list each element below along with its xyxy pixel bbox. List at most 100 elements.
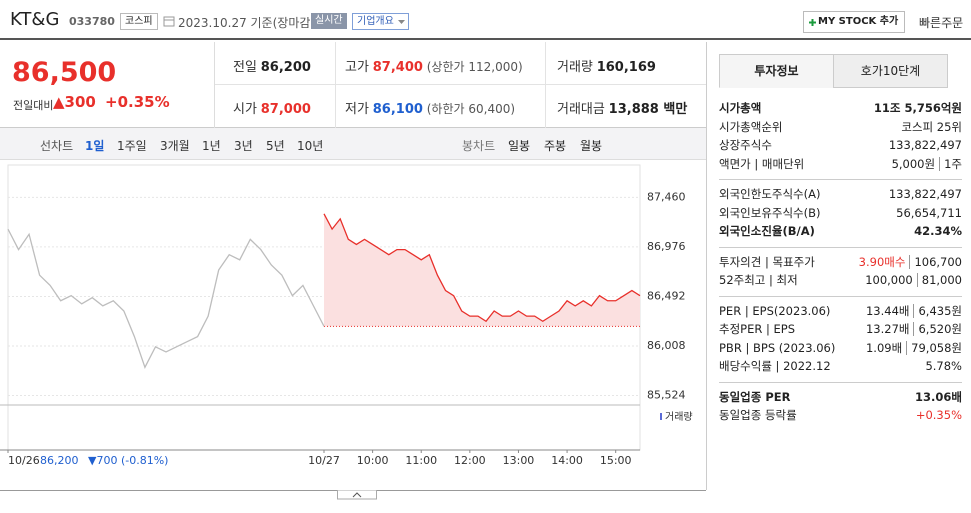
value: 87,000 — [260, 102, 311, 117]
footer-change: ▼700 (-0.81%) — [88, 454, 168, 467]
price-box: 86,500 전일대비 ▲300 +0.35% — [0, 42, 215, 128]
info-row: 상장주식수 133,822,497 — [719, 136, 962, 155]
info-value: 6,435원 — [913, 303, 962, 318]
quote-item: 전일 86,200 — [233, 56, 311, 75]
info-row: 투자의견 | 목표주가 3.90매수 106,700 — [719, 253, 962, 272]
info-row: 외국인소진율(B/A) 42.34% — [719, 222, 962, 241]
info-values: 3.90매수 106,700 — [859, 253, 962, 272]
candle-tab[interactable]: 일봉 — [508, 139, 531, 153]
info-values: +0.35% — [916, 406, 962, 425]
period-tab[interactable]: 1년 — [202, 139, 221, 153]
quote-item: 거래량 160,169 — [557, 56, 656, 75]
change: ▲300 — [53, 93, 96, 111]
info-label: 상장주식수 — [719, 138, 772, 152]
x-tick-label: 10:00 — [357, 454, 389, 467]
info-row: 시가총액 11조 5,756억원 — [719, 99, 962, 118]
info-label: 투자의견 | 목표주가 — [719, 254, 815, 269]
company-button[interactable]: 기업개요 — [352, 13, 409, 30]
info-section: 동일업종 PER 13.06배 동일업종 등락률 +0.35% — [719, 383, 962, 431]
info-value: 5.78% — [925, 359, 962, 373]
value: 160,169 — [596, 60, 656, 75]
period-tab[interactable]: 1일 — [85, 139, 105, 153]
stock-code: 033780 — [69, 15, 115, 28]
collapse-button[interactable] — [337, 490, 377, 500]
volume-legend-mark — [660, 413, 662, 420]
period-tab[interactable]: 10년 — [297, 139, 324, 153]
divider — [335, 42, 336, 128]
candle-tab[interactable]: 주봉 — [544, 139, 567, 153]
period-tab[interactable]: 3년 — [234, 139, 253, 153]
info-row: 시가총액순위 코스피 25위 — [719, 118, 962, 137]
info-value: 56,654,711 — [896, 205, 962, 220]
info-value: 133,822,497 — [888, 187, 962, 201]
x-tick-label: 10/27 — [308, 454, 340, 467]
info-row: 외국인보유주식수(B) 56,654,711 — [719, 204, 962, 223]
y-tick-label: 86,492 — [647, 289, 686, 302]
period-tab[interactable]: 3개월 — [160, 139, 190, 153]
y-tick-label: 86,008 — [647, 339, 686, 352]
info-label: 배당수익률 | 2022.12 — [719, 359, 831, 373]
change-label: 전일대비 — [13, 99, 54, 112]
info-values: 56,654,711 — [896, 204, 962, 223]
stock-name: KT&G — [10, 9, 60, 30]
info-label: PBR | BPS (2023.06) — [719, 340, 836, 355]
info-value: 133,822,497 — [888, 138, 962, 152]
market-badge: 코스피 — [120, 13, 158, 30]
price: 86,500 — [12, 57, 117, 88]
info-value: 코스피 25위 — [901, 119, 962, 134]
mystock-button[interactable]: MY STOCK 추가 — [803, 11, 905, 33]
footer-close: 86,200 — [40, 454, 79, 467]
calendar-icon — [163, 16, 175, 27]
info-values: 100,000 81,000 — [865, 271, 962, 290]
x-tick-label: 13:00 — [503, 454, 535, 467]
chart: 87,460 86,976 86,492 86,008 85,524 10/26 10/27… — [0, 164, 693, 467]
panel-sections: 시가총액 11조 5,756억원 시가총액순위 코스피 25위 상장주식수 133,822… — [707, 94, 971, 431]
series-area — [324, 213, 640, 327]
info-value: +0.35% — [915, 408, 962, 422]
value: 13,888 백만 — [608, 102, 688, 117]
info-row: 추정PER | EPS 13.27배 6,520원 — [719, 320, 962, 339]
info-value: 13.06배 — [915, 389, 962, 404]
info-row: PER | EPS(2023.06) 13.44배 6,435원 — [719, 302, 962, 321]
label: 고가 — [345, 60, 369, 75]
info-row: 동일업종 등락률 +0.35% — [719, 406, 962, 425]
info-row: 52주최고 | 최저 100,000 81,000 — [719, 271, 962, 290]
info-value: 6,520원 — [913, 322, 962, 336]
info-label: 외국인소진율(B/A) — [719, 224, 815, 238]
x-tick-label: 14:00 — [551, 454, 583, 467]
info-row: PBR | BPS (2023.06) 1.09배 79,058원 — [719, 339, 962, 358]
x-tick-label: 12:00 — [454, 454, 486, 467]
candle-label: 봉차트 — [462, 139, 496, 153]
info-value: 5,000원 — [891, 156, 936, 171]
period-tab[interactable]: 5년 — [266, 139, 285, 153]
info-value: 79,058원 — [906, 340, 962, 355]
candle-tab[interactable]: 월봉 — [580, 139, 603, 153]
volume-legend: 거래량 — [665, 411, 693, 423]
note: (상한가 112,000) — [426, 60, 523, 74]
info-row: 동일업종 PER 13.06배 — [719, 388, 962, 407]
info-value: 3.90매수 — [858, 254, 906, 269]
value: 86,100 — [372, 102, 423, 117]
info-section: 투자의견 | 목표주가 3.90매수 106,700 52주최고 | 최저 100,00… — [719, 248, 962, 297]
info-label: 52주최고 | 최저 — [719, 273, 798, 287]
info-label: 외국인한도주식수(A) — [719, 187, 821, 201]
info-values: 코스피 25위 — [901, 118, 962, 137]
info-section: PER | EPS(2023.06) 13.44배 6,435원 추정PER | EP… — [719, 297, 962, 383]
info-label: PER | EPS(2023.06) — [719, 303, 831, 318]
panel-tab[interactable]: 투자정보 — [719, 54, 834, 88]
x-tick-label: 15:00 — [600, 454, 632, 467]
top-bar: KT&G 033780 코스피 2023.10.27 기준(장마감) 실시간 기… — [0, 0, 971, 40]
series-line — [323, 213, 641, 323]
info-label: 시가총액 — [719, 101, 762, 115]
info-values: 11조 5,756억원 — [874, 99, 962, 118]
realtime-badge[interactable]: 실시간 — [311, 13, 347, 29]
label: 저가 — [345, 102, 369, 117]
info-values: 13.44배 6,435원 — [866, 302, 962, 321]
order-button[interactable]: 빠른주문 — [919, 16, 964, 30]
info-values: 133,822,497 — [889, 136, 962, 155]
period-tab[interactable]: 1주일 — [117, 139, 147, 153]
panel-tab[interactable]: 호가10단계 — [833, 54, 948, 88]
series-line — [7, 228, 325, 369]
info-values: 5.78% — [925, 357, 962, 376]
info-value: 1.09배 — [865, 340, 903, 355]
